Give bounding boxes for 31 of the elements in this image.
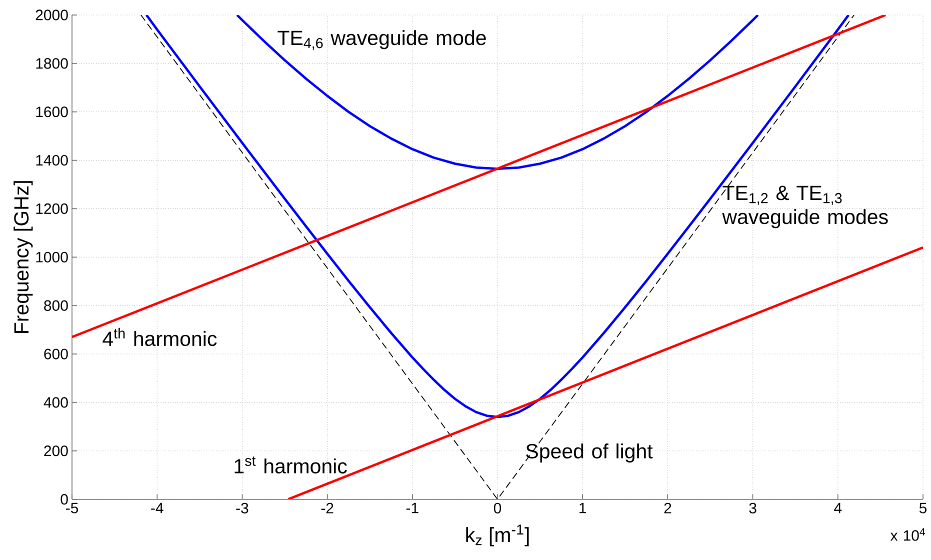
x-tick-label: 0 [494, 502, 502, 514]
y-tick-label: 800 [44, 300, 68, 311]
annotation: 4$^{th}$ harmonic [102, 328, 217, 346]
y-tick-label: 1800 [36, 58, 68, 69]
y-tick-label: 0 [60, 494, 68, 505]
y-tick-label: 200 [44, 446, 68, 456]
x-tick-label: 2 [664, 502, 672, 514]
y-tick-label: 1200 [36, 203, 68, 214]
y-tick-label: 1600 [36, 106, 68, 118]
annotation: TE$_{1,2}$ & TE$_{1,3}$ waveguide modes [722, 186, 888, 228]
x-tick-label: -2 [321, 502, 334, 514]
y-axis-title: Frequency [GHz] [14, 181, 33, 333]
x-axis-title: k$_{z}$ [m$^{-1}$] [466, 524, 529, 546]
y-tick-label: 600 [44, 348, 68, 360]
y-tick-label: 1000 [36, 252, 68, 262]
annotation: 1$^{st}$ harmonic [234, 456, 347, 474]
x-tick-label: -1 [406, 502, 418, 514]
line-series [236, 14, 760, 170]
x-tick-label: -3 [236, 502, 248, 514]
x-tick-label: 4 [834, 502, 842, 514]
x-tick-label: 1 [580, 502, 586, 514]
annotation: Speed of light [526, 443, 653, 463]
y-tick-label: 2000 [36, 10, 68, 20]
x-tick-label: 3 [749, 502, 756, 514]
x-tick-label: -4 [151, 502, 164, 514]
y-tick-label: 1400 [36, 154, 68, 166]
y-tick-label: 400 [44, 397, 68, 408]
x-tick-label: 5 [919, 502, 927, 514]
x-tick-label: -5 [66, 502, 78, 514]
text: x 10$^{4}$ [890, 528, 925, 541]
annotation: TE$_{4,6}$ waveguide mode [278, 30, 486, 50]
